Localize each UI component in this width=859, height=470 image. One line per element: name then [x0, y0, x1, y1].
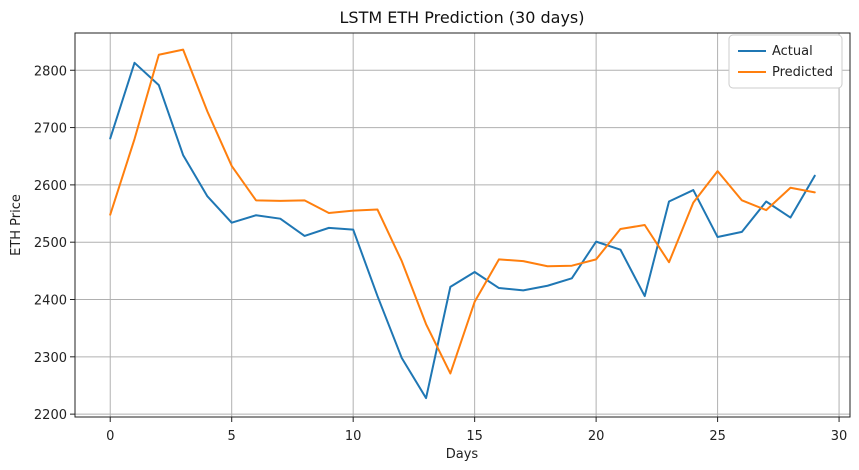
- y-tick-label-0: 2200: [34, 408, 67, 423]
- legend-label-actual: Actual: [772, 44, 813, 59]
- plot-frame: [74, 32, 851, 418]
- y-tick-label-5: 2700: [34, 122, 67, 137]
- x-tick-label-4: 20: [588, 429, 605, 444]
- x-tick-label-0: 0: [106, 429, 114, 444]
- y-tick-label-6: 2800: [34, 64, 67, 79]
- chart-title: LSTM ETH Prediction (30 days): [340, 8, 585, 27]
- axis-layer: 0 5 10 15 20 25 30 2200 2300 2400 2500 2600 2700 2800: [34, 32, 851, 444]
- y-tick-label-2: 2400: [34, 294, 67, 309]
- x-tick-label-1: 5: [228, 429, 236, 444]
- x-tick-label-5: 25: [709, 429, 726, 444]
- y-tick-label-1: 2300: [34, 351, 67, 366]
- x-tick-label-3: 15: [466, 429, 483, 444]
- predicted-series-line: [109, 48, 816, 375]
- x-tick-label-6: 30: [831, 429, 848, 444]
- x-axis-label: Days: [446, 447, 479, 462]
- y-axis-label: ETH Price: [9, 194, 24, 256]
- x-tick-label-2: 10: [345, 429, 362, 444]
- legend-box: [728, 34, 843, 89]
- legend-label-predicted: Predicted: [772, 65, 833, 80]
- legend: Actual Predicted: [728, 34, 843, 89]
- y-tick-label-3: 2500: [34, 236, 67, 251]
- series-layer: [109, 48, 816, 400]
- grid-layer: [75, 33, 850, 417]
- y-tick-label-4: 2600: [34, 179, 67, 194]
